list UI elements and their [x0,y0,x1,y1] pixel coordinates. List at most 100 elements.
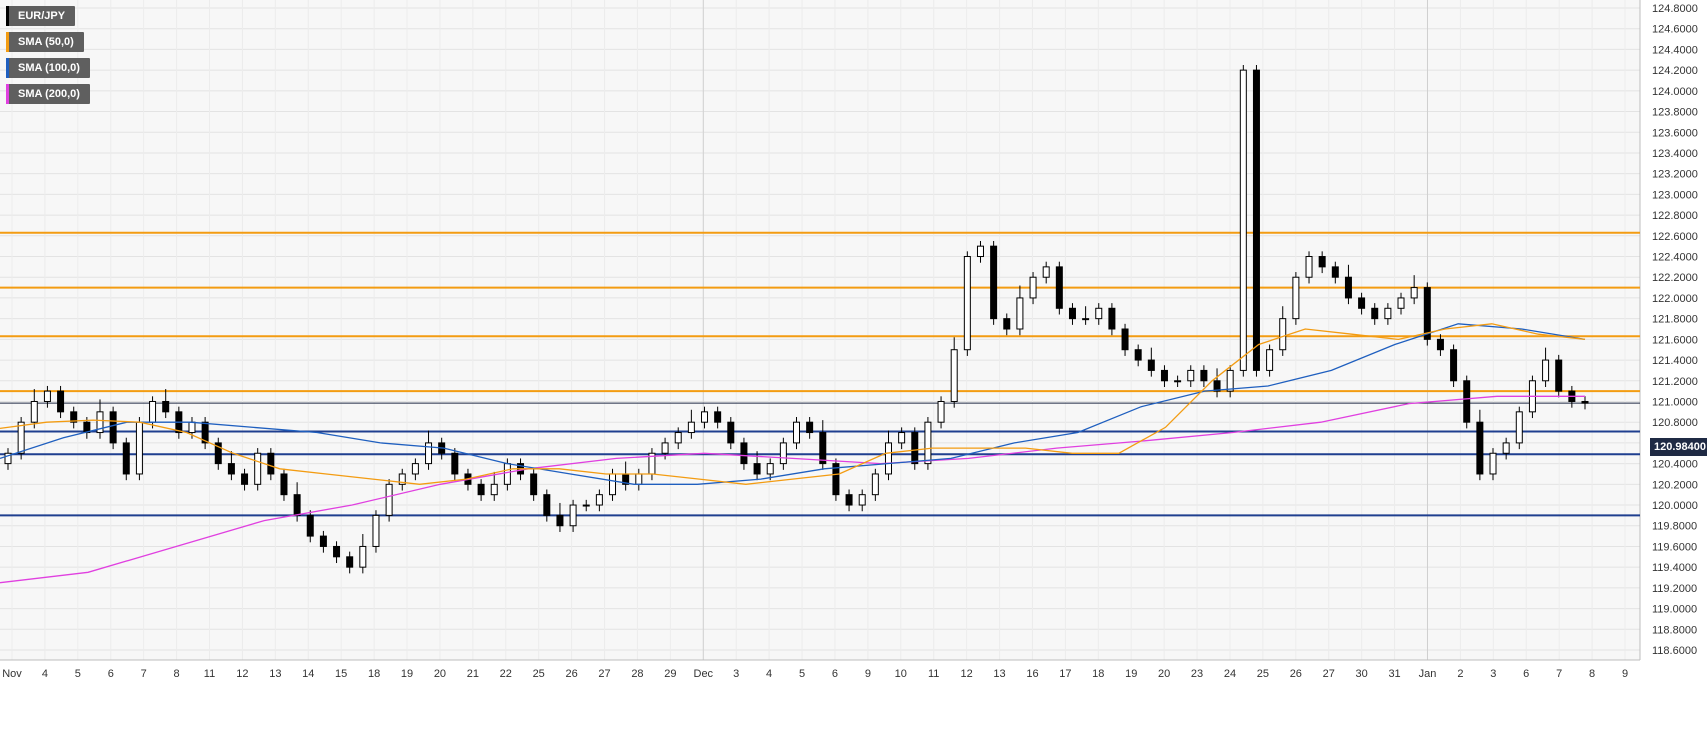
candle-body [477,483,485,496]
x-tick-label: 27 [598,668,610,680]
candle-body [976,245,984,258]
sma-200-line [0,395,1585,584]
candle-body [1029,276,1037,299]
candle-body [1410,287,1418,299]
candle-body [293,494,301,516]
x-tick-label: 12 [236,668,248,680]
y-tick-label: 121.4000 [1652,355,1698,367]
candle-body [30,400,38,423]
y-tick-label: 122.6000 [1652,231,1698,243]
x-tick-label: 7 [141,668,147,680]
candle-body [1160,369,1168,382]
x-tick-label: 19 [1125,668,1137,680]
x-tick-label: 7 [1556,668,1562,680]
candle-body [1082,318,1090,321]
x-tick-label: 18 [1092,668,1104,680]
y-tick-label: 122.2000 [1652,272,1698,284]
y-tick-label: 119.6000 [1652,541,1697,553]
candle-body [411,463,419,475]
y-tick-label: 119.8000 [1652,521,1697,533]
y-tick-label: 121.0000 [1652,396,1698,408]
candle-body [306,514,314,537]
x-tick-label: 3 [1490,668,1496,680]
x-tick-label: 4 [766,668,772,680]
y-tick-label: 122.4000 [1652,252,1698,264]
candle-body [595,494,603,506]
legend-label-sma-50: SMA (50,0) [18,36,74,48]
candle-body [1147,359,1155,371]
candle-body [1042,266,1050,278]
candle-body [819,432,827,465]
candle-body [687,421,695,434]
candle-body [779,442,787,465]
x-tick-label: 26 [1290,668,1302,680]
candle-body [714,411,722,423]
x-tick-label: 12 [961,668,973,680]
x-tick-label: 29 [664,668,676,680]
candle-body [1489,452,1497,475]
candle-body [1344,276,1352,299]
candle-body [674,432,682,444]
candle-body [937,400,945,423]
candle-body [1134,349,1142,361]
legend-swatch-symbol [6,6,9,26]
x-tick-label: 27 [1323,668,1335,680]
y-tick-label: 118.8000 [1652,624,1697,636]
y-tick-label: 121.6000 [1652,334,1698,346]
legend-item-sma-200[interactable]: SMA (200,0) [6,84,90,104]
x-tick-label: 30 [1356,668,1368,680]
candle-body [1055,266,1063,309]
candle-body [1423,287,1431,340]
candle-body [425,442,433,465]
legend-swatch-sma-50 [6,32,9,52]
candle-body [530,473,538,496]
x-tick-label: 25 [1257,668,1269,680]
legend-swatch-sma-100 [6,58,9,78]
y-tick-label: 119.0000 [1652,604,1697,616]
candle-body [1397,297,1405,309]
candle-body [1542,359,1550,382]
plot-background [0,0,1640,660]
y-tick-label: 119.4000 [1652,562,1697,574]
candle-body [845,494,853,506]
candle-body [109,411,117,444]
candle-body [372,514,380,547]
candle-body [1555,359,1563,392]
legend-item-sma-50[interactable]: SMA (50,0) [6,32,84,52]
candle-body [1581,400,1589,404]
candle-body [950,349,958,402]
candle-body [793,421,800,444]
legend-item-sma-100[interactable]: SMA (100,0) [6,58,90,78]
candle-body [1121,328,1129,351]
candle-body [963,256,971,351]
candle-body [740,442,748,465]
legend-label-sma-100: SMA (100,0) [18,62,80,74]
candle-body [57,390,65,413]
candle-body [766,463,774,475]
candle-body [1213,380,1221,392]
x-tick-label: 24 [1224,668,1236,680]
x-tick-label: 2 [1457,668,1463,680]
x-tick-label: 4 [42,668,48,680]
candle-body [1003,318,1011,330]
x-tick-label: 17 [1059,668,1071,680]
candle-body [1226,369,1234,392]
x-tick-label: 9 [865,668,871,680]
candle-body [871,473,879,496]
x-tick-label: 15 [335,668,347,680]
y-tick-label: 120.0000 [1652,500,1698,512]
candle-body [227,463,235,475]
y-tick-label: 119.2000 [1652,583,1697,595]
candle-body [990,245,998,320]
candle-body [1279,318,1287,351]
x-tick-label: 6 [1523,668,1529,680]
candle-body [346,556,354,568]
y-tick-label: 124.6000 [1652,24,1698,36]
candle-body [1331,266,1339,278]
x-tick-label: 16 [1026,668,1038,680]
legend: EUR/JPY SMA (50,0) SMA (100,0) SMA (200,… [6,6,90,110]
candle-body [280,473,288,496]
legend-item-symbol[interactable]: EUR/JPY [6,6,76,26]
